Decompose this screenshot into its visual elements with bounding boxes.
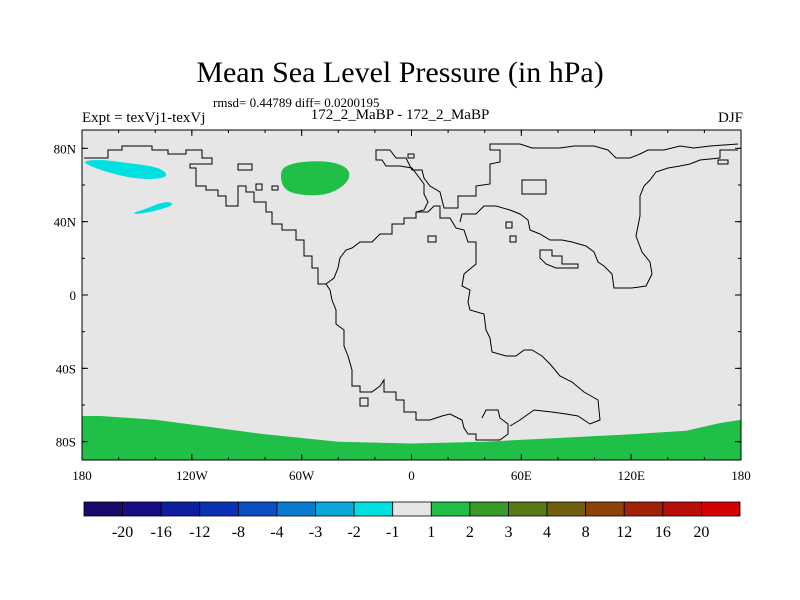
colorbar-swatch [160,501,201,517]
coastline-africa-asia [325,205,601,427]
colorbar-swatch [585,501,625,517]
coastline-island-1 [255,183,263,191]
colorbar-swatch [623,501,664,517]
colorbar-swatch [508,501,548,517]
anomaly-north-pacific-negative [85,159,167,179]
y-tick-label: 80N [54,141,77,156]
x-tick-label: 120E [617,468,645,483]
colorbar-swatch [469,501,509,517]
colorbar-swatch [122,501,162,517]
coastlines [84,143,739,441]
colorbar: -20 -16 -12 -8 -4 -3 -2 -1 1 2 3 4 8 12 16 20 [83,501,741,541]
colorbar-label: -1 [386,524,399,541]
colorbar-label: 3 [504,524,512,541]
y-tick-label: 80S [56,435,76,450]
colorbar-swatch [392,501,432,517]
colorbar-label: -2 [347,524,360,541]
colorbar-label: 20 [693,524,709,541]
colorbar-label: -3 [309,524,322,541]
chart-title: Mean Sea Level Pressure (in hPa) [196,56,604,89]
y-tick-label: 0 [70,288,77,303]
coastline-arabia [539,249,579,269]
anomaly-pacific-small-negative [134,202,173,214]
y-axis: 80N 40N 0 40S 80S [54,141,741,450]
coastline-north-island-2 [717,159,729,165]
experiment-label: Expt = texVj1-texVj [82,110,206,126]
colorbar-swatch [662,501,702,517]
x-tick-label: 60E [511,468,532,483]
anomaly-antarctic-positive [82,416,741,460]
colorbar-swatch [199,501,239,517]
colorbar-swatch [701,501,741,517]
colorbar-label: 16 [655,524,671,541]
x-tick-label: 180 [731,468,751,483]
coastline-south-america [325,283,509,441]
colorbar-label: 1 [427,524,435,541]
colorbar-label: -16 [151,524,172,541]
colorbar-swatch [430,501,471,517]
x-tick-label: 120W [176,468,209,483]
plot-background [82,130,741,460]
y-tick-label: 40S [56,361,76,376]
coastline-south-island [359,397,369,407]
anomaly-greenland-positive [280,161,350,196]
coastline-island-2 [271,185,279,191]
coastline-siberia-lake [521,179,547,195]
y-tick-label: 40N [54,215,77,230]
coastline-north-america [84,145,326,285]
coastline-north-island-1 [407,153,415,159]
period-label: 172_2_MaBP - 172_2_MaBP [310,107,490,123]
colorbar-label: 4 [543,524,551,541]
colorbar-label: -20 [112,524,133,541]
colorbar-swatch [353,501,394,517]
colorbar-label: -8 [232,524,245,541]
coastline-greenland-edge [237,163,253,171]
anomaly-regions [82,159,741,460]
x-tick-label: 180 [72,468,92,483]
colorbar-swatch [83,501,123,517]
coastline-small-island-b [427,235,437,243]
colorbar-label: -4 [270,524,283,541]
coastline-asia-east [459,149,738,289]
x-axis: 180 120W 60W 0 60E 120E 180 [72,130,751,483]
colorbar-swatch [276,501,316,517]
colorbar-label: 12 [616,524,632,541]
colorbar-label: -12 [189,524,210,541]
colorbar-swatch [237,501,278,517]
colorbar-swatch [315,501,355,517]
stats-text: rmsd= 0.44789 diff= 0.0200195 [213,95,380,110]
colorbar-label: 8 [582,524,590,541]
x-tick-label: 60W [289,468,315,483]
coastline-caspian [505,221,513,229]
coastline-small-island-a [509,235,517,243]
x-tick-label: 0 [408,468,415,483]
season-label: DJF [717,110,743,126]
coastline-eurasia-north [375,143,739,213]
colorbar-label: 2 [466,524,474,541]
colorbar-swatch [546,501,587,517]
